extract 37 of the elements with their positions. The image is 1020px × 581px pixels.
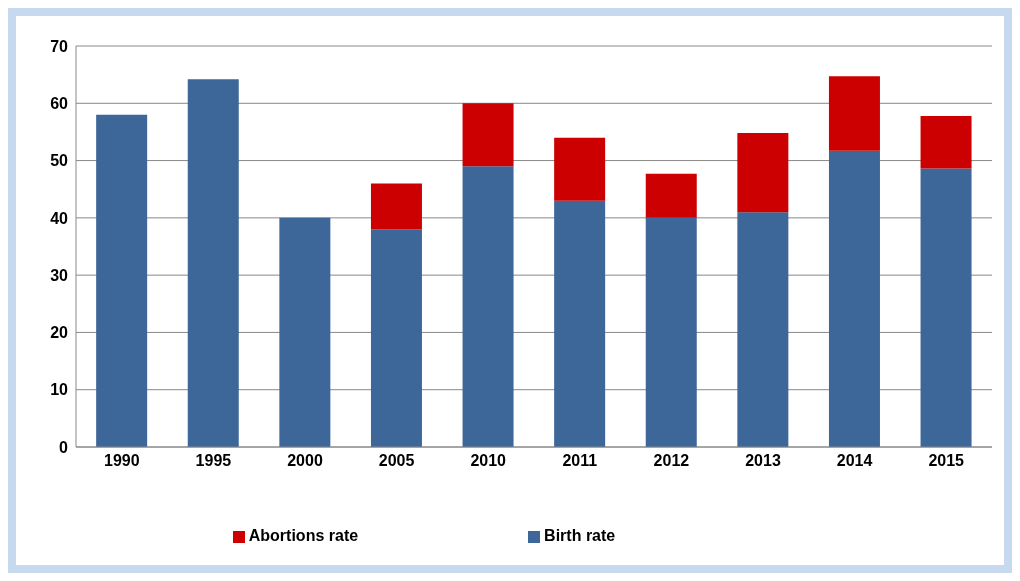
bar (554, 200, 606, 447)
y-tick-label: 20 (50, 324, 69, 342)
legend-label: Abortions rate (248, 527, 359, 544)
y-tick-label: 30 (50, 266, 69, 284)
x-tick-label: 2011 (562, 452, 598, 470)
bar (370, 229, 422, 447)
bar (462, 166, 514, 447)
bar (554, 137, 606, 201)
x-tick-label: 2013 (745, 452, 781, 470)
bar (737, 133, 789, 213)
y-tick-label: 60 (50, 94, 69, 112)
bar (920, 115, 972, 169)
x-tick-label: 2005 (378, 452, 415, 470)
x-tick-label: 2015 (928, 452, 965, 470)
x-tick-label: 1990 (104, 452, 140, 470)
y-tick-label: 10 (50, 381, 69, 399)
bar (737, 212, 789, 447)
x-tick-label: 2014 (836, 452, 873, 470)
bar (370, 183, 422, 230)
x-tick-label: 2012 (653, 452, 690, 470)
bar (187, 79, 239, 447)
bar (920, 168, 972, 447)
y-tick-label: 40 (50, 209, 69, 227)
y-tick-label: 70 (50, 37, 69, 55)
x-tick-label: 1995 (195, 452, 232, 470)
bar (645, 173, 697, 218)
bar (279, 217, 331, 447)
bar (96, 114, 148, 447)
bar (828, 76, 880, 151)
y-tick-label: 50 (50, 152, 69, 170)
bar (462, 103, 514, 167)
legend-label: Birth rate (544, 527, 616, 544)
bar (645, 217, 697, 447)
x-tick-label: 2000 (287, 452, 323, 470)
x-tick-label: 2010 (470, 452, 507, 470)
bar (828, 150, 880, 447)
y-tick-label: 0 (59, 438, 69, 456)
